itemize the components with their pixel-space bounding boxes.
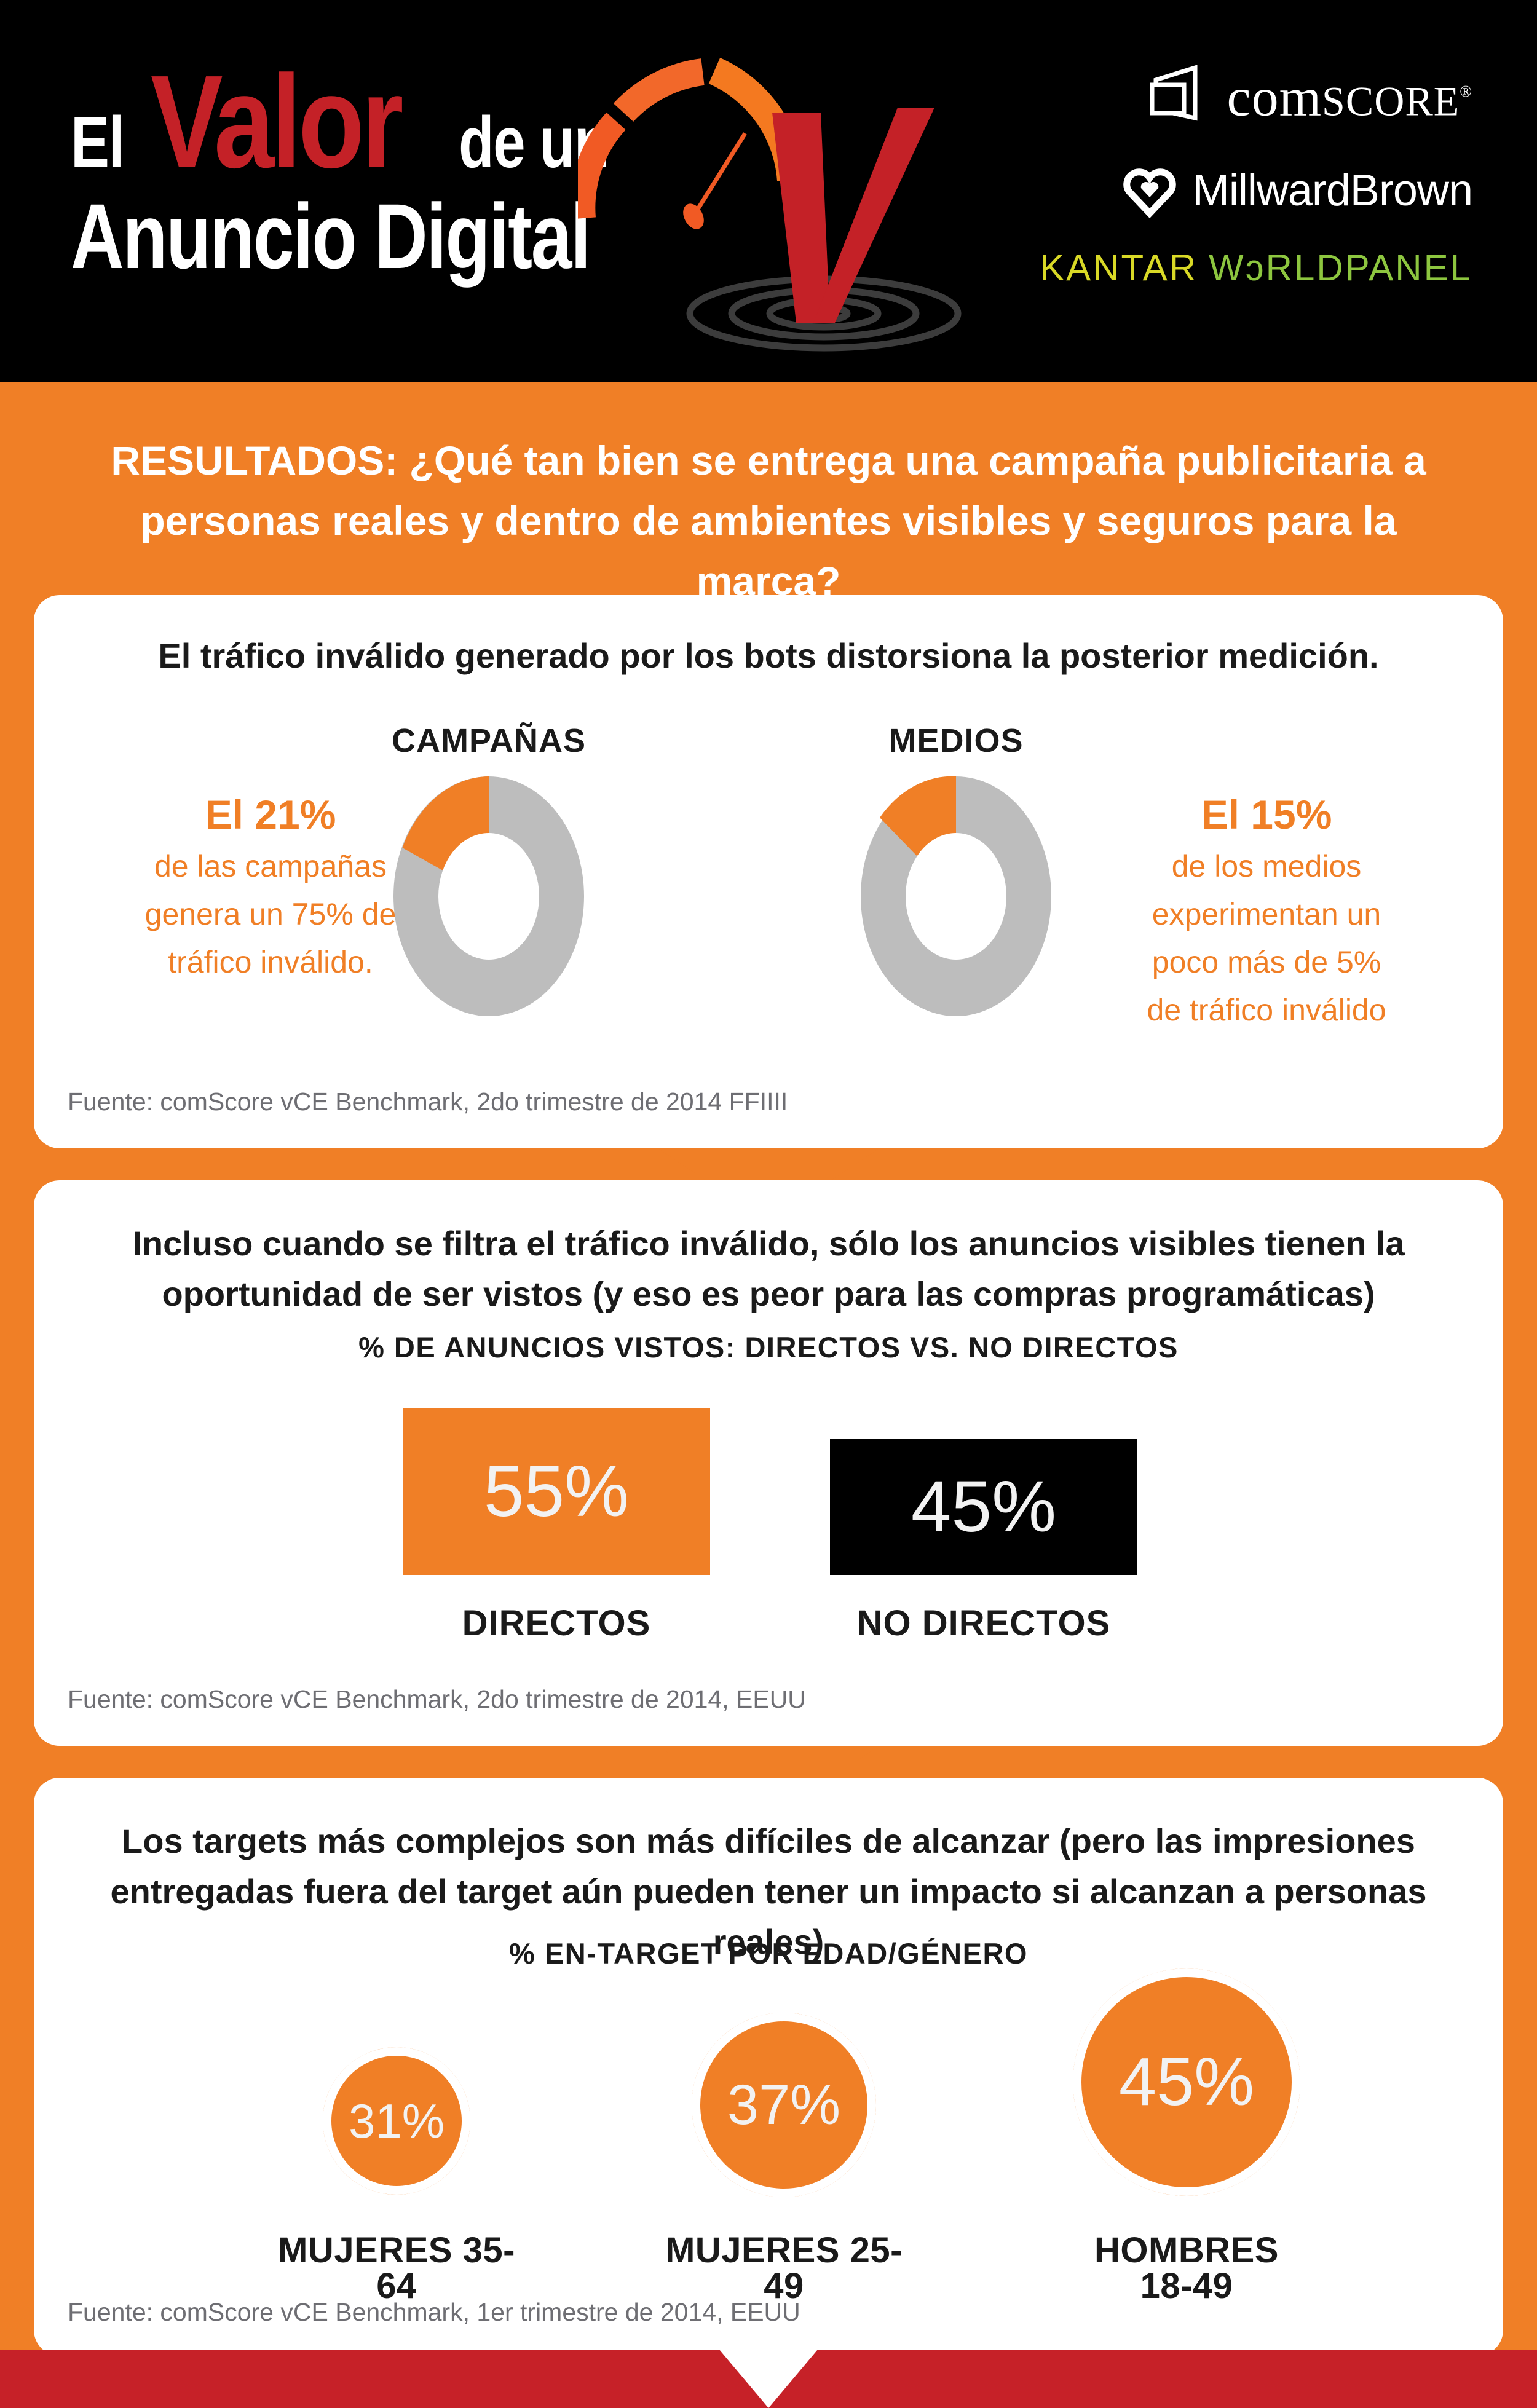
results-label: RESULTADOS: <box>111 438 398 483</box>
comscore-wordmark: comSCORE® <box>1227 68 1472 128</box>
circle-hombres-18-49: 45% <box>1073 1968 1300 2196</box>
circle-mujeres-25-49: 37% <box>692 2013 876 2197</box>
comscore-logo: comSCORE® <box>1054 61 1472 131</box>
card-viewable-ads: Incluso cuando se filtra el tráfico invá… <box>34 1180 1503 1746</box>
bar-no-directos-label: NO DIRECTOS <box>856 1603 1111 1643</box>
donut-chart-campanas <box>393 776 584 1016</box>
bar-directos: 55% <box>403 1408 710 1575</box>
bar-directos-value: 55% <box>483 1451 630 1532</box>
card-invalid-traffic: El tráfico inválido generado por los bot… <box>34 595 1503 1148</box>
circle-mujeres-35-64-value: 31% <box>348 2094 445 2148</box>
stat-medios-value: El 15% <box>1201 792 1332 837</box>
stat-medios-text: de los medios experimentan un poco más d… <box>1147 849 1386 1027</box>
card-on-target: Los targets más complejos son más difíci… <box>34 1778 1503 2356</box>
donut-label-medios: MEDIOS <box>888 722 1024 759</box>
circle-mujeres-35-64: 31% <box>323 2047 470 2195</box>
bar-directos-label: DIRECTOS <box>462 1603 651 1643</box>
millwardbrown-logo: MillwardBrown <box>1054 159 1473 221</box>
circle-mujeres-25-49-label: MUJERES 25-49 <box>665 2230 903 2306</box>
title-line-two: Anuncio Digital <box>71 184 591 288</box>
bar-no-directos-value: 45% <box>911 1466 1057 1547</box>
circle-mujeres-35-64-label: MUJERES 35-64 <box>278 2230 515 2306</box>
card1-source: Fuente: comScore vCE Benchmark, 2do trim… <box>68 1088 788 1116</box>
card2-chart-title: % DE ANUNCIOS VISTOS: DIRECTOS VS. NO DI… <box>358 1331 1179 1364</box>
millwardbrown-wordmark: MillwardBrown <box>1192 165 1473 215</box>
stat-campanas-value: El 21% <box>205 792 336 837</box>
logo-stack: comSCORE® MillwardBrown KANTAR WɔRLDPANE… <box>1040 61 1473 315</box>
title-word-valor: Valor <box>150 47 404 195</box>
stat-campanas: El 21% de las campañas genera un 75% de … <box>144 791 397 986</box>
stat-campanas-text: de las campañas genera un 75% de tráfico… <box>144 849 397 979</box>
kantar-wordmark: KANTAR <box>1040 247 1198 288</box>
card3-source: Fuente: comScore vCE Benchmark, 1er trim… <box>68 2298 800 2326</box>
bar-no-directos: 45% <box>830 1439 1137 1575</box>
title-word-el: El <box>71 102 125 183</box>
worldpanel-wordmark: WɔRLDPANEL <box>1209 247 1472 288</box>
speedometer-check-icon <box>569 34 1033 369</box>
stat-medios: El 15% de los medios experimentan un poc… <box>1134 791 1399 1034</box>
page-title: El Valor de un Anuncio Digital <box>71 55 673 282</box>
results-question: ¿Qué tan bien se entrega una campaña pub… <box>140 438 1426 604</box>
header-banner: El Valor de un Anuncio Digital <box>0 0 1537 382</box>
circle-hombres-18-49-value: 45% <box>1118 2044 1255 2120</box>
donut-chart-medios <box>861 776 1051 1016</box>
kantar-worldpanel-logo: KANTAR WɔRLDPANEL <box>1040 247 1472 288</box>
card3-chart-title: % EN-TARGET POR EDAD/GÉNERO <box>509 1937 1028 1970</box>
donut-label-campanas: CAMPAÑAS <box>392 722 586 759</box>
millwardbrown-heart-icon <box>1120 159 1179 221</box>
card2-heading: Incluso cuando se filtra el tráfico invá… <box>132 1224 1405 1313</box>
card1-heading: El tráfico inválido generado por los bot… <box>158 636 1379 675</box>
circle-hombres-18-49-label: HOMBRES 18-49 <box>1094 2230 1279 2306</box>
card2-source: Fuente: comScore vCE Benchmark, 2do trim… <box>68 1685 806 1713</box>
circle-mujeres-25-49-value: 37% <box>727 2074 841 2136</box>
results-band: RESULTADOS: ¿Qué tan bien se entrega una… <box>0 382 1537 604</box>
comscore-mark-icon <box>1147 61 1214 131</box>
card3-heading: Los targets más complejos son más difíci… <box>110 1822 1427 1961</box>
